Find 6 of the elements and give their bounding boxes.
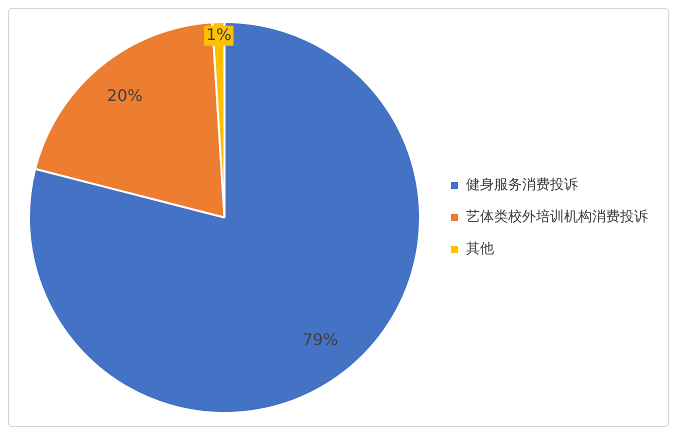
legend-label: 其他 bbox=[466, 241, 494, 258]
data-label: 1% bbox=[206, 24, 232, 44]
data-label: 20% bbox=[107, 86, 143, 106]
data-label: 79% bbox=[302, 330, 338, 350]
legend-label: 艺体类校外培训机构消费投诉 bbox=[466, 209, 648, 226]
legend-label: 健身服务消费投诉 bbox=[466, 177, 578, 194]
